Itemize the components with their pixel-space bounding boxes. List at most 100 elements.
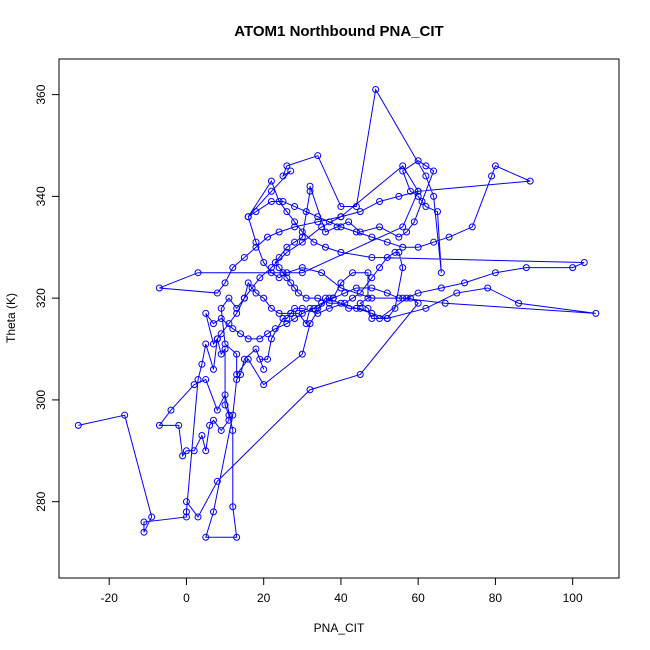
data-point [403, 228, 411, 236]
data-point [302, 208, 310, 216]
data-point [233, 304, 241, 312]
data-point [372, 86, 380, 94]
data-point [437, 269, 445, 277]
data-point [283, 162, 291, 170]
data-point [182, 447, 190, 455]
data-point [414, 289, 422, 297]
data-point [314, 213, 322, 221]
data-point [237, 330, 245, 338]
data-point [422, 162, 430, 170]
data-point [225, 411, 233, 419]
data-point [314, 294, 322, 302]
data-point [294, 289, 302, 297]
data-point [325, 299, 333, 307]
series-layer [74, 86, 600, 541]
data-point [325, 294, 333, 302]
data-point [121, 411, 129, 419]
x-tick-label: 60 [411, 591, 425, 605]
data-point [395, 294, 403, 302]
data-point [356, 228, 364, 236]
data-point [287, 167, 295, 175]
data-point [364, 294, 372, 302]
data-point [345, 304, 353, 312]
data-point [318, 299, 326, 307]
data-point [333, 223, 341, 231]
data-point [229, 264, 237, 272]
data-point [306, 182, 314, 190]
data-point [182, 513, 190, 521]
data-point [221, 401, 229, 409]
data-point [321, 243, 329, 251]
data-point [298, 238, 306, 246]
data-point [337, 279, 345, 287]
data-point [275, 309, 283, 317]
data-point [399, 167, 407, 175]
data-point [233, 350, 241, 358]
data-point [229, 325, 237, 333]
data-point [221, 279, 229, 287]
data-point [430, 192, 438, 200]
data-point [321, 294, 329, 302]
data-point [368, 253, 376, 261]
data-point [264, 355, 272, 363]
data-point [252, 243, 260, 251]
data-point [283, 208, 291, 216]
data-point [260, 381, 268, 389]
data-point [202, 309, 210, 317]
data-point [229, 503, 237, 511]
data-point [225, 416, 233, 424]
data-point [433, 208, 441, 216]
data-point [368, 315, 376, 322]
x-axis: -20 0 20 40 60 80 100 [101, 578, 583, 605]
data-point [376, 315, 384, 322]
data-point [209, 340, 217, 348]
data-point [202, 447, 210, 455]
data-point [194, 269, 202, 277]
data-point [240, 355, 248, 363]
data-point [522, 264, 530, 272]
data-point [279, 269, 287, 277]
data-point [287, 309, 295, 317]
data-point [252, 345, 260, 353]
data-point [267, 304, 275, 312]
data-point [580, 259, 588, 267]
x-tick-label: 40 [334, 591, 348, 605]
data-point [248, 284, 256, 292]
data-point [275, 264, 283, 272]
data-point [310, 304, 318, 312]
data-point [225, 320, 233, 328]
data-point [294, 309, 302, 317]
data-point [310, 238, 318, 246]
data-point [279, 197, 287, 205]
data-point [376, 264, 384, 272]
data-point [383, 238, 391, 246]
data-point [271, 259, 279, 267]
data-point [244, 335, 252, 343]
data-point [349, 269, 357, 277]
y-tick-label: 320 [34, 288, 48, 308]
data-point [298, 228, 306, 236]
data-point [209, 508, 217, 516]
data-point [337, 299, 345, 307]
data-point [256, 335, 264, 343]
data-point [74, 421, 82, 429]
data-point [206, 421, 214, 429]
data-point [148, 513, 156, 521]
data-point [267, 269, 275, 277]
data-point [376, 197, 384, 205]
data-point [395, 233, 403, 241]
y-tick-label: 300 [34, 390, 48, 410]
data-point [298, 269, 306, 277]
data-point [414, 157, 422, 165]
data-point [314, 309, 322, 317]
data-point [337, 284, 345, 292]
data-point [491, 269, 499, 277]
data-point [271, 325, 279, 333]
data-point [306, 320, 314, 328]
plot-frame [58, 58, 620, 579]
data-point [260, 294, 268, 302]
data-point [325, 304, 333, 312]
data-point [283, 320, 291, 328]
data-point [244, 213, 252, 221]
